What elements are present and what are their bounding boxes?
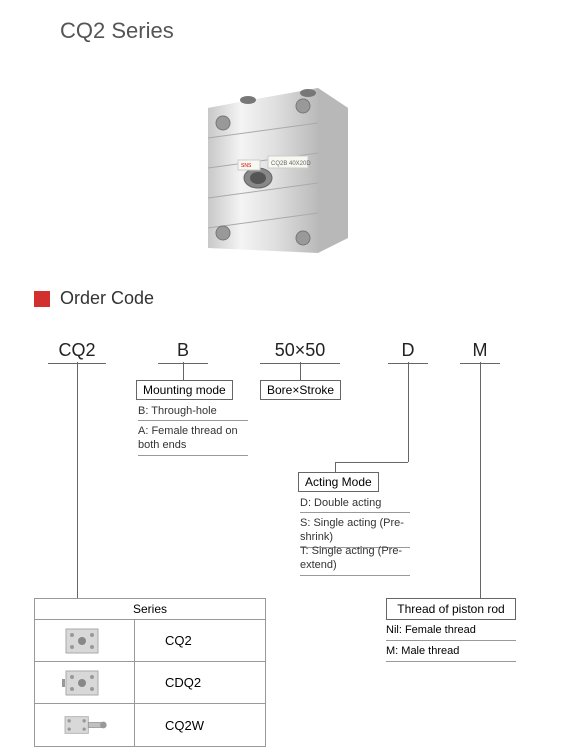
code-acting: D <box>388 340 428 364</box>
product-image: CQ2B 40X20D SNS <box>178 78 358 268</box>
acting-option: T: Single acting (Pre-extend) <box>300 544 410 578</box>
connector-line <box>335 462 408 463</box>
table-row: CDQ2 <box>35 662 265 704</box>
thread-option: Nil: Female thread <box>386 620 516 641</box>
connector-line <box>408 362 409 462</box>
series-name: CQ2 <box>135 633 265 648</box>
code-series: CQ2 <box>48 340 106 364</box>
accent-square-icon <box>34 291 50 307</box>
svg-text:SNS: SNS <box>241 163 252 169</box>
order-code-title: Order Code <box>60 288 154 309</box>
order-code-header: Order Code <box>34 288 154 309</box>
mounting-option: B: Through-hole <box>138 404 248 423</box>
series-thumbnail <box>35 662 135 703</box>
series-name: CQ2W <box>135 718 265 733</box>
series-thumbnail <box>35 620 135 661</box>
acting-mode-label: Acting Mode <box>298 472 379 492</box>
table-row: CQ2 <box>35 620 265 662</box>
series-name: CDQ2 <box>135 675 265 690</box>
page-title: CQ2 Series <box>60 18 174 44</box>
code-bore-stroke: 50×50 <box>260 340 340 364</box>
connector-line <box>335 462 336 472</box>
connector-line <box>77 362 78 598</box>
bore-stroke-label: Bore×Stroke <box>260 380 341 400</box>
code-thread: M <box>460 340 500 364</box>
code-mounting: B <box>158 340 208 364</box>
svg-text:CQ2B 40X20D: CQ2B 40X20D <box>271 161 311 167</box>
thread-label: Thread of piston rod <box>386 598 516 620</box>
acting-option: D: Double acting <box>300 496 410 515</box>
mounting-option: A: Female thread on both ends <box>138 424 248 458</box>
mounting-mode-label: Mounting mode <box>136 380 233 400</box>
connector-line <box>300 362 301 380</box>
connector-line <box>480 362 481 598</box>
thread-section: Thread of piston rod Nil: Female thread … <box>386 598 516 662</box>
thread-option: M: Male thread <box>386 641 516 662</box>
connector-line <box>183 362 184 380</box>
series-header: Series <box>35 599 265 620</box>
series-thumbnail <box>35 704 135 746</box>
table-row: CQ2W <box>35 704 265 746</box>
series-table: Series CQ2 CDQ2 CQ2W <box>34 598 266 747</box>
